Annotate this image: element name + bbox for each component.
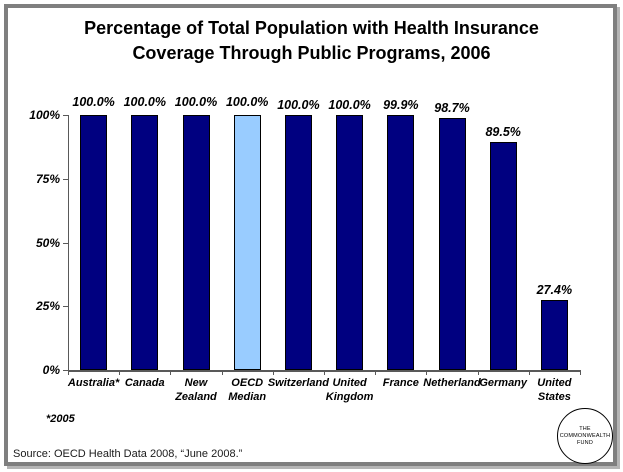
- bar-canada: [131, 115, 159, 370]
- x-axis-label-australia: Australia*: [63, 376, 124, 390]
- x-axis-tick: [221, 371, 223, 375]
- x-axis-label-germany: Germany: [473, 376, 534, 390]
- y-axis-tick: [63, 115, 68, 116]
- x-axis-tick: [426, 371, 428, 375]
- bar-value-label-united-kingdom: 100.0%: [328, 98, 371, 112]
- y-axis-tick-label: 25%: [35, 299, 60, 314]
- chart-title-line2: Coverage Through Public Programs, 2006: [132, 43, 491, 63]
- x-axis-label-united-states: United States: [524, 376, 585, 404]
- bar-oecd-median: [233, 115, 261, 370]
- x-axis-label-line: Median: [228, 391, 267, 403]
- bar-value-label-oecd-median: 100.0%: [225, 95, 269, 109]
- x-axis-tick: [170, 371, 172, 375]
- y-axis-tick: [63, 370, 68, 371]
- x-axis-label-line: Zealand: [175, 391, 217, 403]
- x-axis-tick: [68, 371, 69, 375]
- logo-text-line3: FUND: [576, 439, 594, 446]
- x-axis-tick: [477, 371, 479, 375]
- x-axis-tick: [580, 371, 581, 375]
- bar-netherland: [438, 118, 466, 370]
- y-axis-tick: [63, 306, 68, 308]
- x-axis-label-line: United: [537, 377, 572, 389]
- x-axis-label-new-zealand: New Zealand: [165, 376, 226, 404]
- x-axis-label-line: Switzerland: [267, 377, 329, 389]
- bar-value-label-united-states: 27.4%: [536, 283, 573, 298]
- x-axis-tick: [272, 371, 274, 375]
- x-axis-tick: [119, 371, 121, 375]
- source-note: Source: OECD Health Data 2008, “June 200…: [13, 448, 243, 460]
- x-axis-label-line: Germany: [479, 377, 528, 389]
- y-axis-tick-label: 100%: [29, 108, 60, 122]
- bar-value-label-canada: 100.0%: [123, 95, 166, 109]
- x-axis-label-line: France: [382, 377, 419, 389]
- y-axis-tick-label: 75%: [35, 171, 60, 186]
- x-axis-label-line: Netherland: [423, 377, 481, 389]
- bar-value-label-germany: 89.5%: [485, 124, 521, 139]
- x-axis-label-line: Canada: [124, 377, 165, 389]
- y-axis-tick-label: 0%: [42, 363, 60, 377]
- bar-value-label-australia: 100.0%: [72, 95, 115, 109]
- bar-new-zealand: [182, 115, 210, 370]
- bar-value-label-netherland: 98.7%: [434, 101, 470, 116]
- bar-germany: [489, 141, 517, 370]
- x-axis-label-line: United: [332, 377, 367, 389]
- bar-value-label-new-zealand: 100.0%: [174, 95, 218, 109]
- bar-value-label-france: 99.9%: [383, 98, 419, 113]
- x-axis-label-france: France: [370, 376, 431, 390]
- x-axis-label-oecd-median: OECD Median: [217, 376, 278, 404]
- x-axis-label-line: New: [184, 377, 208, 389]
- bar-france: [387, 115, 415, 370]
- x-axis-label-united-kingdom: United Kingdom: [319, 376, 380, 404]
- x-axis-label-line: OECD: [231, 377, 264, 389]
- logo-text-line1: THE: [579, 425, 591, 432]
- y-axis-tick-label: 50%: [35, 235, 60, 250]
- x-axis-line: [68, 370, 581, 372]
- logo-text-line2: COMMONWEALTH: [559, 432, 611, 439]
- x-axis-label-line: Kingdom: [325, 391, 374, 403]
- x-axis-tick: [324, 371, 325, 375]
- bar-australia: [80, 115, 108, 370]
- x-axis-label-netherland: Netherland: [421, 376, 482, 390]
- x-axis-tick: [528, 371, 530, 375]
- y-axis-tick: [63, 178, 68, 180]
- chart-title-line1: Percentage of Total Population with Heal…: [84, 18, 539, 38]
- chart-title: Percentage of Total Population with Heal…: [30, 16, 593, 66]
- y-axis-line: [68, 115, 69, 370]
- footnote: *2005: [46, 413, 75, 425]
- y-axis-tick: [63, 242, 68, 244]
- bar-united-states: [540, 300, 568, 370]
- x-axis-tick: [375, 371, 377, 375]
- x-axis-label-switzerland: Switzerland: [268, 376, 329, 390]
- bar-switzerland: [284, 115, 312, 370]
- commonwealth-fund-logo: THE COMMONWEALTH FUND: [557, 408, 613, 464]
- x-axis-label-line: Australia*: [67, 377, 120, 389]
- x-axis-label-canada: Canada: [114, 376, 175, 390]
- x-axis-label-line: States: [537, 391, 571, 403]
- bar-united-kingdom: [336, 115, 364, 370]
- bar-value-label-switzerland: 100.0%: [277, 98, 320, 112]
